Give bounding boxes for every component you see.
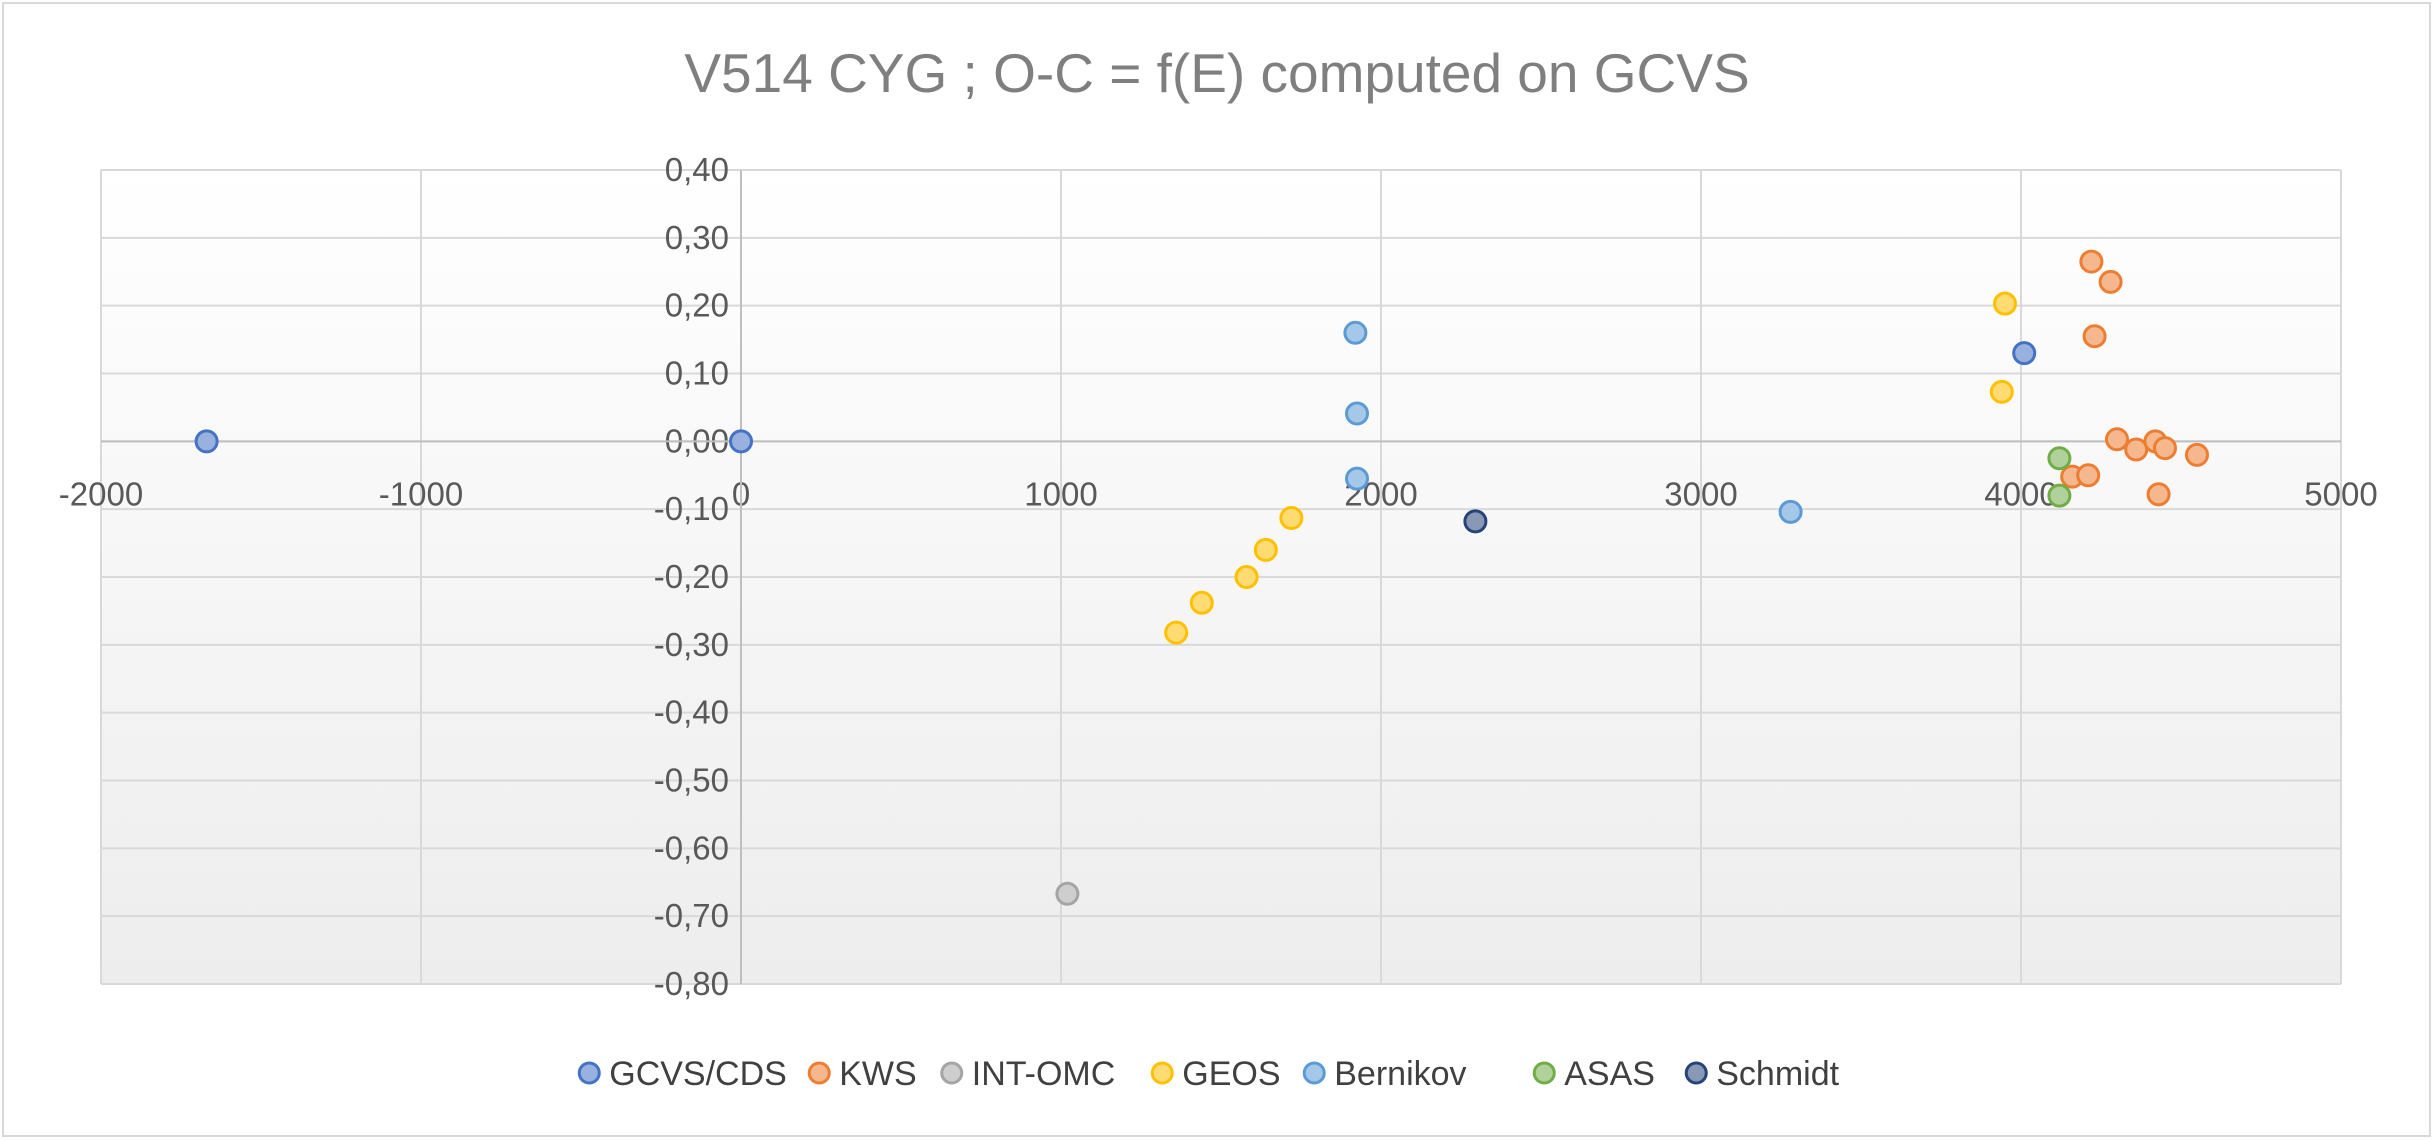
legend-marker-kws: [807, 1061, 831, 1085]
point-geos: [1234, 565, 1259, 589]
point-geos: [1993, 291, 2017, 316]
data-points: [194, 249, 2209, 906]
x-tick-label: 4000: [1984, 475, 2057, 512]
point-schmidt: [1463, 509, 1488, 534]
x-tick-label: -1000: [379, 475, 463, 512]
x-tick-label: 3000: [1664, 475, 1737, 512]
point-bernikov: [1345, 401, 1369, 426]
x-tick-label: 1000: [1024, 475, 1097, 512]
point-gcvs-cds: [2012, 341, 2037, 366]
point-asas: [2047, 483, 2072, 508]
legend-marker-schmidt: [1684, 1061, 1708, 1085]
legend: GCVS/CDS KWS INT-OMC GEOS Bernikov ASAS Schmid…: [577, 1055, 1840, 1093]
point-geos: [1253, 537, 1278, 562]
y-tick-label: -0,30: [654, 626, 729, 663]
point-gcvs-cds: [729, 429, 753, 454]
legend-label-asas: ASAS: [1564, 1055, 1655, 1093]
y-tick-label: 0,30: [665, 219, 729, 256]
x-tick-label: -2000: [59, 475, 143, 512]
point-geos: [1189, 590, 1214, 615]
legend-marker-asas: [1532, 1061, 1556, 1085]
legend-label-schmidt: Schmidt: [1716, 1055, 1839, 1093]
y-tick-label: -0,50: [654, 762, 729, 799]
y-tick-label: 0,10: [665, 355, 729, 392]
point-bernikov: [1345, 466, 1369, 491]
legend-label-gcvs-cds: GCVS/CDS: [609, 1055, 787, 1093]
legend-marker-bernikov: [1302, 1061, 1326, 1085]
point-kws: [2146, 482, 2171, 507]
point-bernikov: [1343, 320, 1368, 345]
legend-label-kws: KWS: [839, 1055, 916, 1093]
point-int-omc: [1055, 881, 1080, 906]
legend-marker-gcvs-cds: [577, 1061, 601, 1085]
chart-title: V514 CYG ; O-C = f(E) computed on GCVS: [684, 42, 1749, 104]
point-geos: [1279, 505, 1304, 530]
point-geos: [1989, 379, 2014, 404]
y-tick-label: -0,10: [654, 490, 729, 527]
legend-marker-geos: [1150, 1061, 1174, 1085]
y-tick-label: 0,20: [665, 287, 729, 324]
point-asas: [2047, 446, 2072, 471]
y-tick-label: -0,70: [654, 897, 729, 934]
point-kws: [2153, 436, 2177, 461]
y-tick-label: -0,80: [654, 965, 729, 1002]
y-tick-label: -0,40: [654, 694, 729, 731]
point-bernikov: [1778, 499, 1803, 524]
y-tick-label: 0,40: [665, 151, 729, 188]
point-kws: [2082, 324, 2107, 349]
point-kws: [2079, 249, 2104, 274]
point-gcvs-cds: [194, 429, 219, 454]
y-tick-label: -0,60: [654, 829, 729, 866]
legend-label-geos: GEOS: [1182, 1055, 1280, 1093]
point-kws: [2076, 463, 2101, 488]
y-tick-label: -0,20: [654, 558, 729, 595]
legend-label-int-omc: INT-OMC: [972, 1055, 1116, 1093]
point-kws: [2098, 269, 2123, 294]
legend-marker-int-omc: [940, 1061, 964, 1085]
x-tick-label: 5000: [2304, 475, 2377, 512]
point-kws: [2105, 427, 2129, 452]
legend-label-bernikov: Bernikov: [1334, 1055, 1466, 1093]
point-geos: [1164, 620, 1189, 645]
axes: 0,400,300,200,100,00-0,10-0,20-0,30-0,40…: [59, 151, 2378, 1002]
point-kws: [2185, 442, 2209, 467]
